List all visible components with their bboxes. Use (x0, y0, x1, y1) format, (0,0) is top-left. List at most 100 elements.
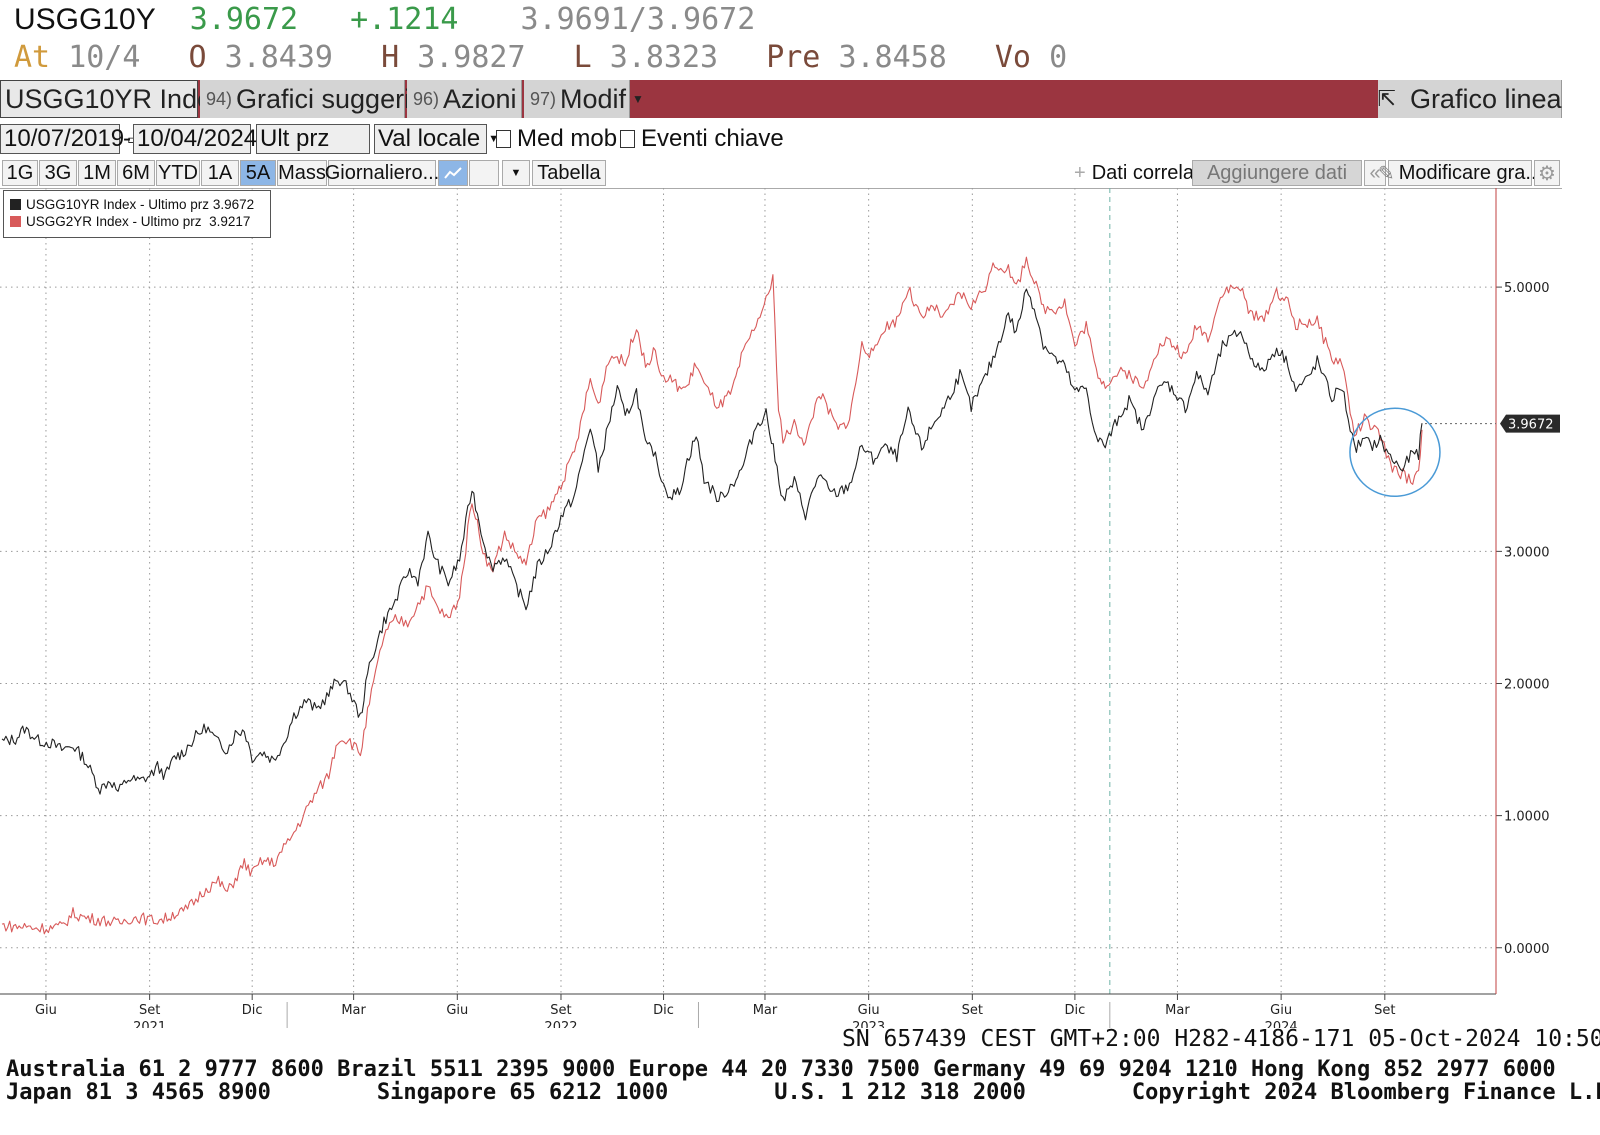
chevron-down-icon[interactable]: ▼ (502, 160, 530, 186)
y-tick-label: 5.0000 (1504, 281, 1550, 296)
x-tick-label: Dic (1064, 1003, 1085, 1018)
start-date-field[interactable]: 10/07/2019▭ (0, 124, 140, 154)
add-data-button[interactable]: Aggiungere dati (1192, 160, 1362, 186)
range-button-1m[interactable]: 1M (78, 160, 116, 186)
line-chart-button[interactable]: ⇱ Grafico linea (1378, 80, 1562, 118)
chevron-down-icon: ▼ (632, 92, 644, 106)
bid-ask: 3.9691/3.9672 (520, 2, 756, 37)
end-date-field[interactable]: 10/04/2024▭ (133, 124, 273, 154)
range-button-3g[interactable]: 3G (39, 160, 77, 186)
currency-value: Val locale (378, 125, 481, 152)
line-chart-type-icon[interactable] (438, 160, 468, 186)
date-separator: - (123, 125, 131, 152)
gear-icon[interactable]: ⚙ (1534, 160, 1560, 186)
series-line-10y (1, 288, 1423, 795)
x-tick-label: Giu (446, 1003, 468, 1018)
contact-line-1: Australia 61 2 9777 8600 Brazil 5511 239… (6, 1057, 1556, 1082)
range-button-1g[interactable]: 1G (2, 160, 38, 186)
contact-line-2: Japan 81 3 4565 8900 Singapore 65 6212 1… (6, 1080, 1600, 1105)
edit-chart-button[interactable]: ✎ Modificare gra... (1378, 160, 1542, 186)
last-value-tag (1500, 414, 1560, 433)
session-info: SN 657439 CEST GMT+2:00 H282-4186-171 05… (842, 1026, 1600, 1052)
chevron-down-icon: ▼ (488, 133, 500, 145)
double-chevron-left-icon[interactable]: « (1364, 160, 1386, 186)
security-index-field[interactable]: USGG10YR Index (0, 80, 226, 118)
volume-label: Vo (994, 40, 1031, 75)
x-tick-label: Set (1374, 1003, 1395, 1018)
x-tick-label: Set (139, 1003, 160, 1018)
quote-header-line-2: At 10/4 O 3.8439 H 3.9827 L 3.8323 Pre 3… (14, 40, 1067, 75)
series-line-2y (1, 256, 1423, 935)
currency-select[interactable]: Val locale ▼ (374, 124, 499, 154)
open-value: 3.8439 (224, 40, 333, 75)
correlation-data-button[interactable]: + Dati correla (1074, 160, 1194, 186)
last-value-label: 3.9672 (1508, 418, 1554, 433)
price-field-select[interactable]: Ult prz (256, 124, 370, 154)
line-chart-label: Grafico linea (1409, 83, 1562, 114)
legend-value: 3.9672 (212, 197, 255, 212)
external-link-icon: ⇱ (1377, 86, 1396, 111)
range-button-max[interactable]: Mass (277, 160, 327, 186)
suggested-charts-menu[interactable]: 94) Grafici suggeriti (200, 80, 424, 118)
edit-chart-label: Modificare gra... (1398, 161, 1543, 184)
modify-label: Modif (560, 83, 627, 114)
menu-number: 97) (530, 88, 557, 109)
legend-item-10y: USGG10YR Index - Ultimo prz 3.9672 (10, 196, 264, 213)
moving-average-checkbox[interactable]: Med mob✎ (496, 124, 635, 154)
range-button-6m[interactable]: 6M (117, 160, 155, 186)
low-value: 3.8323 (609, 40, 719, 75)
pre-label: Pre (766, 40, 821, 75)
pencil-icon: ✎ (1377, 162, 1395, 185)
chart-line-icon (444, 167, 462, 179)
moving-average-label: Med mob (517, 125, 618, 152)
actions-label: Azioni (443, 83, 517, 114)
key-events-label: Eventi chiave (641, 125, 784, 152)
contact-footer: Australia 61 2 9777 8600 Brazil 5511 239… (6, 1058, 1600, 1104)
high-value: 3.9827 (417, 40, 526, 75)
range-button-1a[interactable]: 1A (201, 160, 239, 186)
date-toolbar: 10/07/2019▭ - 10/04/2024▭ Ult prz Val lo… (0, 124, 1562, 156)
ticker-symbol: USGG10Y (14, 3, 156, 36)
correlation-data-label: Dati correla (1091, 161, 1194, 184)
x-year-label: 2022 (544, 1020, 577, 1028)
main-toolbar: USGG10YR Index 94) Grafici suggeriti 96) A… (0, 80, 1562, 118)
x-tick-label: Giu (1270, 1003, 1292, 1018)
modify-menu[interactable]: 97) Modif ▼ (524, 80, 644, 118)
y-tick-label: 0.0000 (1504, 942, 1550, 957)
menu-number: 96) (413, 88, 440, 109)
y-tick-label: 1.0000 (1504, 810, 1550, 825)
legend-value: 3.9217 (209, 214, 251, 229)
menu-number: 94) (206, 88, 233, 109)
end-date-value: 10/04/2024 (137, 125, 258, 152)
actions-menu[interactable]: 96)Azioni▼ (407, 80, 534, 118)
open-label: O (188, 40, 207, 75)
plus-icon: + (1074, 161, 1086, 184)
chart-type-blank[interactable] (469, 160, 499, 186)
x-tick-label: Dic (242, 1003, 263, 1018)
pre-value: 3.8458 (838, 40, 947, 75)
x-tick-label: Mar (1165, 1003, 1190, 1018)
start-date-value: 10/07/2019 (4, 125, 125, 152)
range-button-5a[interactable]: 5A (240, 160, 276, 186)
table-button[interactable]: Tabella (532, 160, 606, 186)
quote-header-line-1: USGG10Y 3.9672 +.1214 3.9691/3.9672 (14, 2, 755, 37)
highlight-circle (1349, 407, 1441, 498)
x-year-label: 2024 (1265, 1020, 1298, 1028)
range-toolbar: 1G 3G 1M 6M YTD 1A 5A Mass Giornaliero..… (0, 160, 1562, 189)
legend-label: USGG2YR Index - Ultimo prz (26, 214, 202, 229)
line-chart: 0.0000 1.0000 2.0000 3.0000 5.0000 Giu Set 2021… (0, 188, 1560, 1028)
legend-swatch (10, 199, 21, 210)
x-year-label: 2023 (852, 1020, 885, 1028)
high-label: H (381, 40, 400, 75)
y-tick-label: 3.0000 (1504, 545, 1550, 560)
x-tick-label: Set (962, 1003, 983, 1018)
y-tick-label: 2.0000 (1504, 677, 1550, 692)
checkbox-icon (620, 130, 635, 148)
legend-item-2y: USGG2YR Index - Ultimo prz 3.9217 (10, 213, 264, 230)
x-tick-label: Dic (653, 1003, 674, 1018)
range-button-ytd[interactable]: YTD (156, 160, 200, 186)
legend-swatch (10, 216, 21, 227)
key-events-checkbox[interactable]: Eventi chiave (620, 124, 784, 154)
period-select[interactable]: Giornaliero... (325, 160, 439, 186)
price-change: +.1214 (350, 2, 459, 37)
